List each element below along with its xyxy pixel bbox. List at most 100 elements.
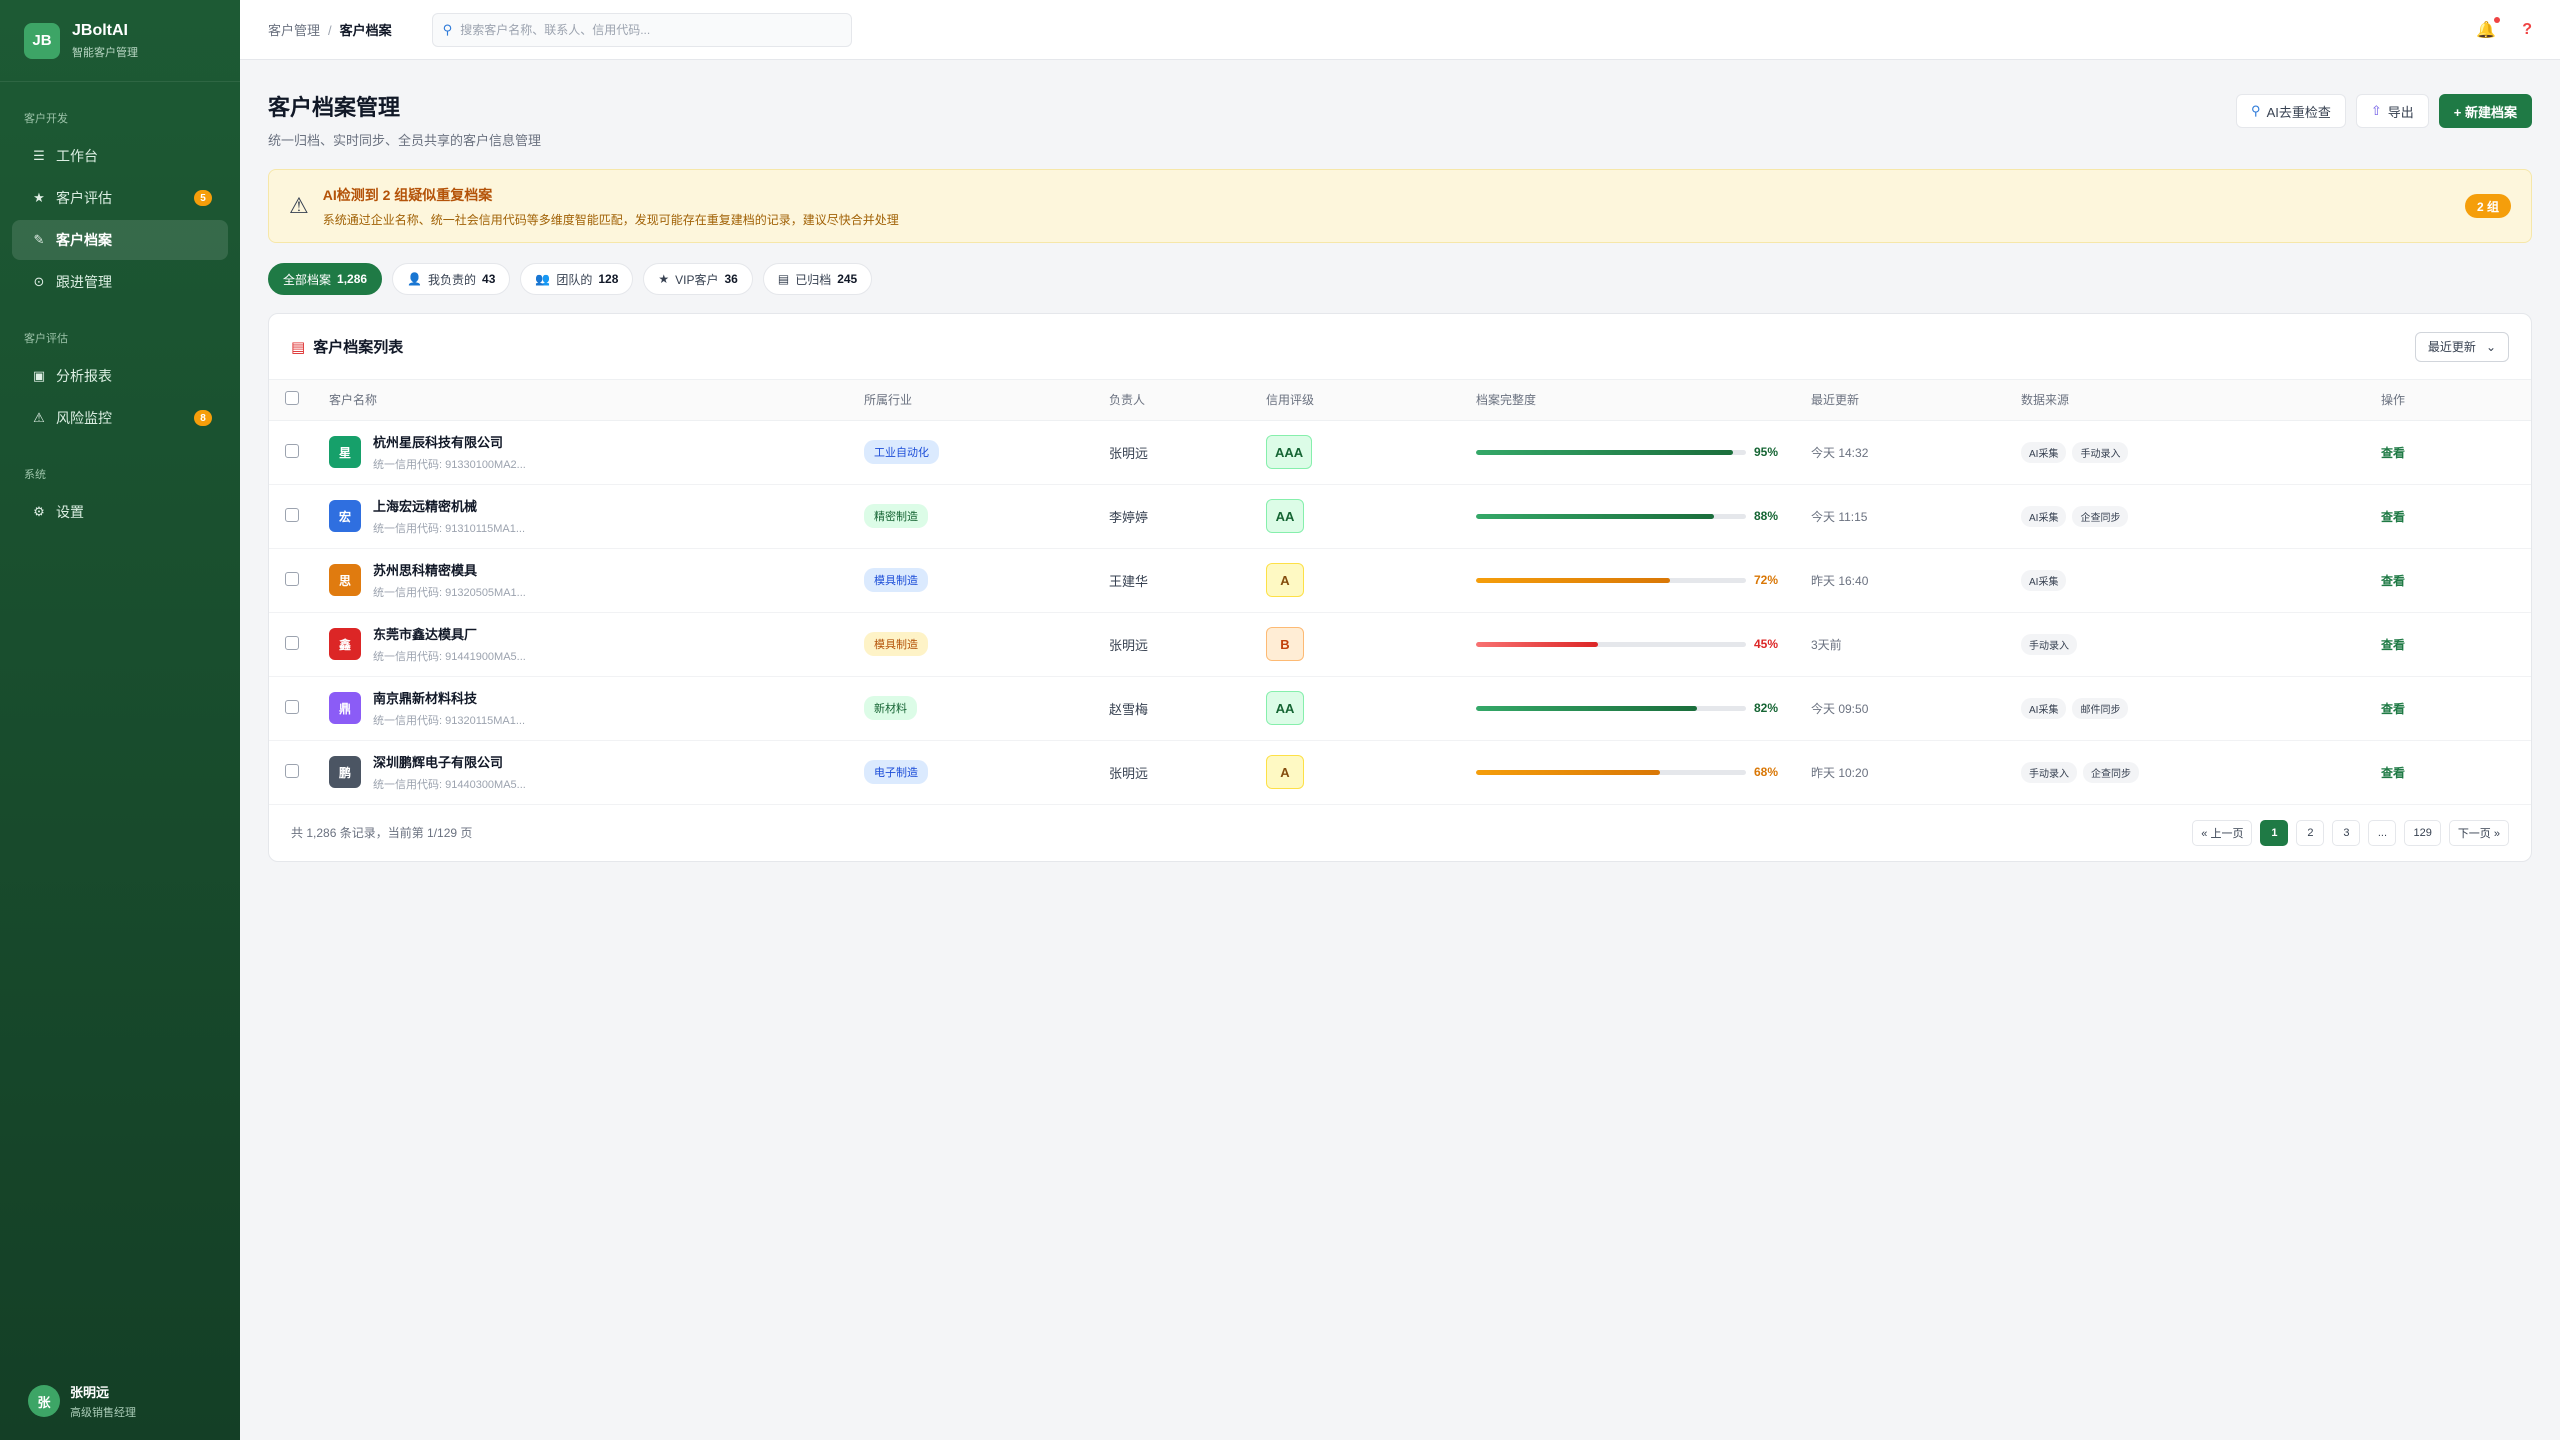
- customer-avatar: 鑫: [329, 628, 361, 660]
- completeness-progress: 82%: [1476, 701, 1811, 715]
- search-input[interactable]: [460, 22, 841, 37]
- progress-fill: [1476, 513, 1714, 519]
- breadcrumb: 客户管理 / 客户档案: [268, 20, 392, 39]
- row-select-cell: [269, 740, 329, 805]
- sidebar-item[interactable]: ⚙ 设置: [12, 492, 228, 532]
- view-button[interactable]: 查看: [2381, 701, 2406, 716]
- table-title: ▤ 客户档案列表: [291, 338, 404, 357]
- record-count: 共 1,286 条记录，当前第 1/129 页: [291, 826, 473, 840]
- filter-chip[interactable]: 👤 我负责的 43: [392, 263, 511, 295]
- customer-avatar: 宏: [329, 500, 361, 532]
- breadcrumb-item-current: 客户档案: [339, 23, 392, 38]
- sidebar-item[interactable]: ☰ 工作台: [12, 136, 228, 176]
- sidebar-item[interactable]: ⊙ 跟进管理: [12, 262, 228, 302]
- customer-name[interactable]: 上海宏远精密机械: [373, 499, 478, 514]
- filter-chip[interactable]: ▤ 已归档 245: [762, 263, 873, 295]
- row-checkbox[interactable]: [285, 571, 299, 586]
- view-button[interactable]: 查看: [2381, 637, 2406, 652]
- page-button[interactable]: ...: [2368, 819, 2397, 846]
- filter-chip[interactable]: ★ VIP客户 36: [643, 263, 753, 295]
- page-button[interactable]: 3: [2332, 819, 2361, 846]
- header-action: 操作: [2381, 380, 2531, 421]
- row-checkbox[interactable]: [285, 507, 299, 522]
- row-checkbox[interactable]: [285, 635, 299, 650]
- owner-cell: 张明远: [1109, 420, 1266, 485]
- completeness-percent: 45%: [1754, 637, 1779, 651]
- progress-fill: [1476, 641, 1598, 647]
- source-tag: AI采集: [2021, 697, 2067, 719]
- page-button[interactable]: 1: [2260, 819, 2289, 846]
- header-completeness: 档案完整度: [1476, 380, 1811, 421]
- completeness-cell: 45%: [1476, 612, 1811, 677]
- row-checkbox[interactable]: [285, 699, 299, 714]
- updated-time: 今天 09:50: [1811, 701, 1869, 716]
- user-profile[interactable]: 张 张明远 高级销售经理: [28, 1382, 136, 1420]
- header-rating: 信用评级: [1266, 380, 1476, 421]
- sidebar-item[interactable]: ▣ 分析报表: [12, 356, 228, 396]
- create-profile-button[interactable]: + 新建档案: [2438, 94, 2532, 128]
- table-row: 宏上海宏远精密机械 统一信用代码: 91310115MA1... 精密制造 李婷婷 AA…: [269, 484, 2531, 549]
- main-content: 客户档案管理 统一归档、实时同步、全员共享的客户信息管理 ⚲ AI去重检查 ⇧ 导出…: [268, 60, 2532, 862]
- rating-cell: AA: [1266, 676, 1476, 741]
- view-button[interactable]: 查看: [2381, 509, 2406, 524]
- industry-cell: 精密制造: [864, 484, 1109, 549]
- view-button[interactable]: 查看: [2381, 445, 2406, 460]
- view-button[interactable]: 查看: [2381, 765, 2406, 780]
- sidebar-nav: 客户开发 ☰ 工作台 ★ 客户评估 5 ✎ 客户档案 ⊙ 跟进管理 客户评估 ▣ 分析报表 ⚠ 风险监控 8 系…: [0, 110, 240, 532]
- progress-track: [1476, 449, 1746, 455]
- sidebar-item[interactable]: ⚠ 风险监控 8: [12, 398, 228, 438]
- industry-cell: 模具制造: [864, 612, 1109, 677]
- customer-name[interactable]: 深圳鹏辉电子有限公司: [373, 755, 504, 770]
- ai-dedupe-button[interactable]: ⚲ AI去重检查: [2236, 94, 2346, 128]
- filter-label: 全部档案: [283, 272, 332, 287]
- customer-credit-code: 统一信用代码: 91320505MA1...: [373, 587, 526, 599]
- help-icon[interactable]: ?: [2522, 20, 2532, 38]
- owner-cell: 王建华: [1109, 548, 1266, 613]
- brand-logo: JB: [24, 22, 60, 59]
- row-checkbox[interactable]: [285, 763, 299, 778]
- completeness-percent: 82%: [1754, 701, 1779, 715]
- progress-track: [1476, 641, 1746, 647]
- bell-icon[interactable]: 🔔: [2476, 16, 2501, 40]
- export-button[interactable]: ⇧ 导出: [2355, 94, 2429, 128]
- owner-name: 张明远: [1109, 765, 1149, 781]
- page-button[interactable]: 下一页 »: [2448, 819, 2509, 846]
- customer-name[interactable]: 苏州思科精密模具: [373, 563, 478, 578]
- alert-count-badge[interactable]: 2 组: [2464, 194, 2511, 218]
- sort-select[interactable]: 最近更新 ⌄: [2414, 331, 2509, 362]
- industry-cell: 电子制造: [864, 740, 1109, 805]
- page-button[interactable]: 129: [2404, 819, 2441, 846]
- industry-tag: 新材料: [864, 696, 917, 720]
- filter-chip[interactable]: 👥 团队的 128: [520, 263, 634, 295]
- header-customer: 客户名称: [329, 380, 864, 421]
- updated-cell: 今天 09:50: [1811, 676, 2021, 741]
- filter-chip[interactable]: 全部档案 1,286: [268, 263, 383, 295]
- owner-cell: 张明远: [1109, 740, 1266, 805]
- header-owner: 负责人: [1109, 380, 1266, 421]
- row-select-cell: [269, 484, 329, 549]
- select-all-checkbox[interactable]: [285, 391, 299, 406]
- filter-count: 43: [482, 272, 496, 286]
- industry-tag: 模具制造: [864, 632, 928, 656]
- sidebar-section-label: 客户评估: [24, 333, 68, 345]
- source-tag: AI采集: [2021, 569, 2067, 591]
- view-button[interactable]: 查看: [2381, 573, 2406, 588]
- breadcrumb-item-customers[interactable]: 客户管理: [268, 23, 321, 38]
- sidebar-item[interactable]: ★ 客户评估 5: [12, 178, 228, 218]
- updated-cell: 今天 11:15: [1811, 484, 2021, 549]
- brand-title: JBoltAI: [72, 21, 128, 39]
- customer-name[interactable]: 杭州星辰科技有限公司: [373, 435, 504, 450]
- header-source: 数据来源: [2021, 380, 2381, 421]
- completeness-progress: 45%: [1476, 637, 1811, 651]
- row-checkbox[interactable]: [285, 443, 299, 458]
- customer-name[interactable]: 南京鼎新材料科技: [373, 691, 478, 706]
- table-row: 鹏深圳鹏辉电子有限公司 统一信用代码: 91440300MA5... 电子制造 张明远…: [269, 740, 2531, 805]
- owner-name: 张明远: [1109, 637, 1149, 653]
- action-cell: 查看: [2381, 612, 2531, 677]
- customer-name[interactable]: 东莞市鑫达模具厂: [373, 627, 478, 642]
- page-button[interactable]: « 上一页: [2192, 819, 2253, 846]
- customer-credit-code: 统一信用代码: 91320115MA1...: [373, 715, 526, 727]
- page-button[interactable]: 2: [2296, 819, 2325, 846]
- sidebar-item[interactable]: ✎ 客户档案: [12, 220, 228, 260]
- sidebar-section-label: 系统: [24, 469, 46, 481]
